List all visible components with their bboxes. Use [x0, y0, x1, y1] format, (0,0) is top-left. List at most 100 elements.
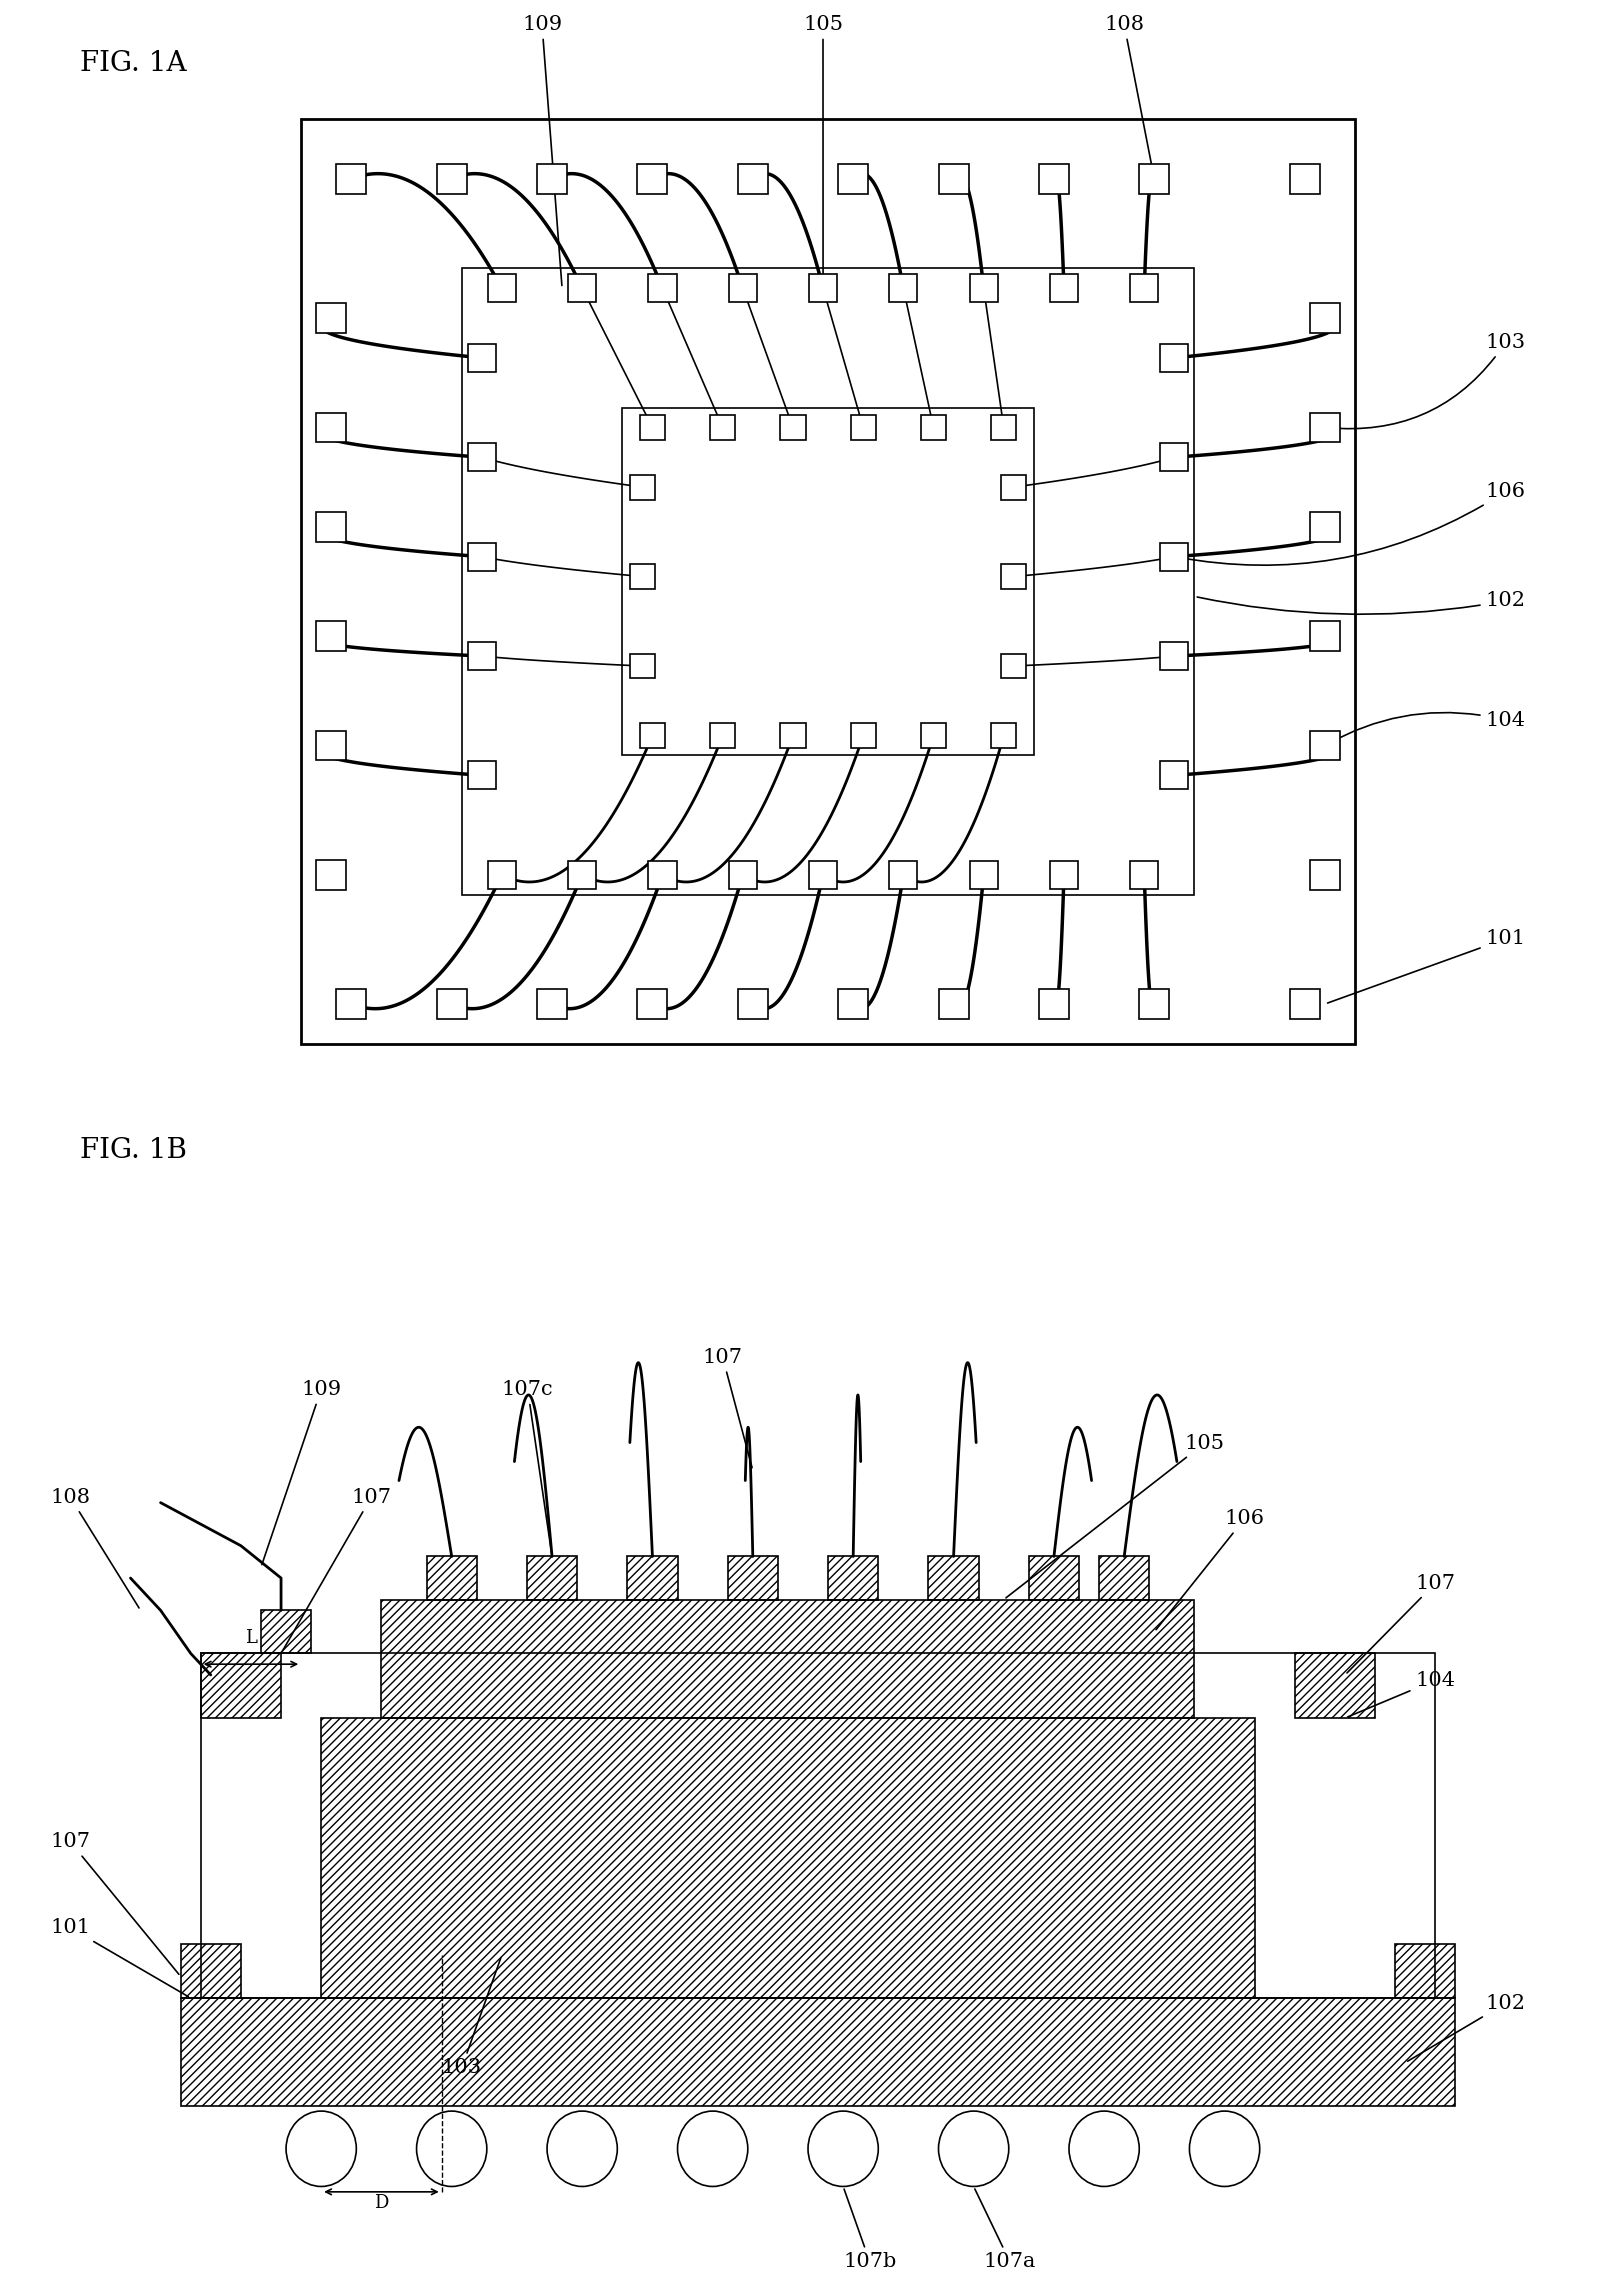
Text: 107: 107 — [703, 1349, 751, 1467]
Circle shape — [937, 2112, 1008, 2187]
Text: 107: 107 — [282, 1488, 392, 1652]
Bar — [737, 989, 767, 1018]
Text: 107a: 107a — [974, 2189, 1035, 2271]
Bar — [969, 861, 997, 888]
Text: 107: 107 — [50, 1832, 178, 1975]
Bar — [1000, 654, 1026, 679]
Text: 108: 108 — [50, 1488, 140, 1608]
Bar — [639, 722, 664, 747]
Bar — [488, 861, 515, 888]
Bar — [316, 859, 347, 891]
Bar — [526, 1556, 576, 1599]
Bar — [1159, 642, 1188, 670]
Bar — [201, 1654, 281, 1718]
Text: 107: 107 — [1347, 1574, 1454, 1672]
Bar — [969, 273, 997, 303]
Bar — [780, 722, 806, 747]
Bar — [335, 989, 366, 1018]
Bar — [623, 408, 1034, 756]
Bar — [828, 1556, 878, 1599]
Bar — [488, 273, 515, 303]
Text: 108: 108 — [1104, 16, 1152, 175]
Bar — [1310, 859, 1339, 891]
Bar — [382, 1599, 1194, 1718]
Bar — [1138, 989, 1168, 1018]
Bar — [316, 622, 347, 652]
Bar — [1310, 412, 1339, 442]
Bar — [316, 513, 347, 542]
Bar — [427, 1556, 477, 1599]
Bar — [201, 1654, 281, 1718]
Text: 107c: 107c — [502, 1380, 554, 1554]
Bar — [536, 989, 567, 1018]
Bar — [648, 273, 676, 303]
Bar — [990, 722, 1016, 747]
Text: 105: 105 — [1005, 1433, 1223, 1597]
Bar — [889, 273, 916, 303]
Text: D: D — [374, 2194, 388, 2212]
Bar — [639, 415, 664, 440]
Bar — [727, 1556, 777, 1599]
Text: 107b: 107b — [843, 2189, 896, 2271]
Bar — [302, 118, 1355, 1043]
Circle shape — [1069, 2112, 1138, 2187]
Bar — [1029, 1556, 1079, 1599]
Bar — [920, 415, 945, 440]
Bar — [321, 1718, 1254, 1998]
Bar — [1310, 303, 1339, 333]
Bar — [1159, 542, 1188, 570]
Bar — [316, 412, 347, 442]
Bar — [1159, 444, 1188, 472]
Bar — [809, 861, 836, 888]
Bar — [928, 1556, 977, 1599]
Bar — [1310, 731, 1339, 761]
Bar — [437, 989, 467, 1018]
Bar — [629, 654, 655, 679]
Bar — [727, 1556, 777, 1599]
Bar — [828, 1556, 878, 1599]
Bar — [467, 761, 496, 788]
Bar — [1159, 344, 1188, 371]
Text: 103: 103 — [441, 1957, 501, 2078]
Bar — [1159, 761, 1188, 788]
Text: 103: 103 — [1327, 333, 1525, 428]
Text: FIG. 1B: FIG. 1B — [80, 1137, 188, 1164]
Bar — [809, 273, 836, 303]
Bar — [1000, 474, 1026, 499]
Bar — [709, 415, 735, 440]
Bar — [889, 861, 916, 888]
Bar — [321, 1718, 1254, 1998]
Bar — [1000, 565, 1026, 590]
Bar — [990, 415, 1016, 440]
Text: 106: 106 — [1156, 1510, 1263, 1629]
Circle shape — [807, 2112, 878, 2187]
Text: 105: 105 — [802, 16, 843, 285]
Text: 104: 104 — [1327, 711, 1525, 745]
Bar — [648, 861, 676, 888]
Text: L: L — [246, 1629, 257, 1647]
Bar — [1098, 1556, 1149, 1599]
Text: 101: 101 — [50, 1918, 188, 1996]
Bar — [568, 273, 595, 303]
Bar — [1029, 1556, 1079, 1599]
Circle shape — [286, 2112, 356, 2187]
Bar — [937, 989, 968, 1018]
Bar — [536, 164, 567, 194]
Bar — [437, 164, 467, 194]
Text: 102: 102 — [1406, 1993, 1525, 2062]
Circle shape — [1189, 2112, 1258, 2187]
Bar — [382, 1599, 1194, 1718]
Circle shape — [416, 2112, 486, 2187]
Bar — [937, 164, 968, 194]
Bar — [1289, 164, 1319, 194]
Bar — [1130, 273, 1157, 303]
Bar — [637, 164, 668, 194]
Bar — [316, 303, 347, 333]
Bar — [180, 1998, 1454, 2105]
Bar — [920, 722, 945, 747]
Bar — [260, 1611, 311, 1654]
Bar — [467, 344, 496, 371]
Bar — [1310, 513, 1339, 542]
Bar — [180, 1943, 241, 1998]
Bar — [260, 1611, 311, 1654]
